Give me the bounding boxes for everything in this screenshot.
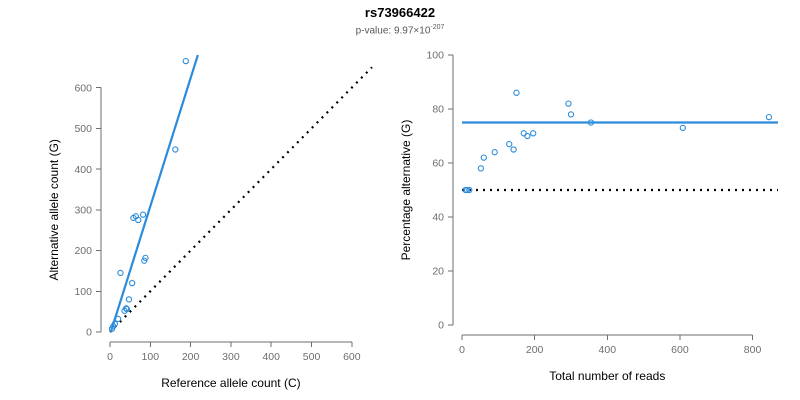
allele-count-scatter-plot: 0 100 200 300 400 500 600 0 100 200 300 400 500 600 Re…: [47, 54, 373, 390]
y-tick-label: 600: [74, 82, 92, 94]
y-tick-label: 20: [432, 266, 444, 278]
y-tick-label: 0: [86, 327, 92, 339]
x-tick-label: 300: [222, 351, 240, 363]
data-point: [520, 130, 527, 137]
data-point: [141, 257, 148, 264]
data-point: [122, 305, 130, 312]
y-axis-title: Alternative allele count (G): [47, 139, 61, 280]
data-point: [524, 132, 531, 140]
figure-subtitle: p-value: 9.97×10-207: [0, 24, 800, 36]
data-point: [125, 296, 133, 303]
y-tick-label: 400: [74, 164, 92, 176]
x-tick-label: 800: [744, 344, 762, 356]
y-tick-label: 200: [74, 245, 92, 257]
data-point: [510, 146, 517, 153]
data-point: [513, 89, 520, 96]
x-axis-title: Reference allele count (C): [161, 376, 300, 390]
data-point: [679, 124, 686, 132]
y-tick-label: 80: [432, 104, 444, 116]
x-tick-label: 200: [526, 344, 544, 356]
x-tick-label: 500: [303, 351, 321, 363]
panel-percentage-alternative: 0 20 40 60 80 100 0 200 400 600 800 Total number of…: [400, 0, 800, 400]
panel-allele-counts: 0 100 200 300 400 500 600 0 100 200 300 400 500 600 Re…: [47, 54, 373, 390]
pvalue-base: 10: [419, 25, 431, 37]
data-point: [139, 211, 147, 218]
y-tick-label: 40: [432, 212, 444, 224]
data-point: [182, 57, 189, 65]
y-tick-label: 300: [74, 204, 92, 216]
data-point: [567, 111, 575, 118]
x-tick-label: 0: [459, 344, 465, 356]
data-point: [129, 279, 136, 287]
y-tick-label: 0: [438, 320, 444, 332]
pvalue-mantissa: p-value: 9.97: [355, 25, 414, 37]
y-tick-label: 60: [432, 158, 444, 170]
plot-area: [108, 54, 373, 333]
pvalue-exponent: -207: [430, 24, 445, 31]
data-point: [491, 149, 498, 156]
data-point: [477, 165, 485, 172]
x-tick-label: 200: [182, 351, 200, 363]
times-symbol: ×: [413, 25, 420, 37]
fit-line: [109, 54, 199, 333]
y-tick-label: 100: [74, 286, 92, 298]
y-tick-label: 500: [74, 123, 92, 135]
data-point: [135, 216, 142, 224]
figure-title: rs73966422: [364, 5, 436, 20]
reference-line: [109, 66, 373, 333]
data-point: [466, 186, 473, 194]
x-axis-title: Total number of reads: [549, 369, 665, 383]
data-point: [530, 130, 537, 137]
percentage-alternative-scatter-plot: 0 20 40 60 80 100 0 200 400 600 800 Total number of…: [400, 50, 778, 383]
data-point: [765, 113, 773, 121]
y-tick-label: 100: [426, 50, 444, 62]
x-tick-label: 600: [343, 351, 361, 363]
data-point: [123, 306, 131, 313]
data-point: [506, 140, 513, 148]
data-point: [111, 320, 118, 327]
plot-area: [462, 89, 778, 194]
data-point: [114, 315, 122, 323]
data-point: [142, 254, 149, 262]
data-point: [117, 269, 124, 277]
data-point: [480, 154, 487, 161]
data-point: [463, 186, 471, 194]
x-tick-label: 600: [671, 344, 689, 356]
y-axis-title: Percentage alternative (G): [400, 120, 413, 261]
x-tick-label: 0: [107, 351, 113, 363]
data-point: [172, 146, 179, 153]
data-point: [587, 119, 595, 126]
x-tick-label: 400: [599, 344, 617, 356]
x-tick-label: 100: [142, 351, 160, 363]
x-tick-label: 400: [262, 351, 280, 363]
data-point: [565, 100, 572, 107]
